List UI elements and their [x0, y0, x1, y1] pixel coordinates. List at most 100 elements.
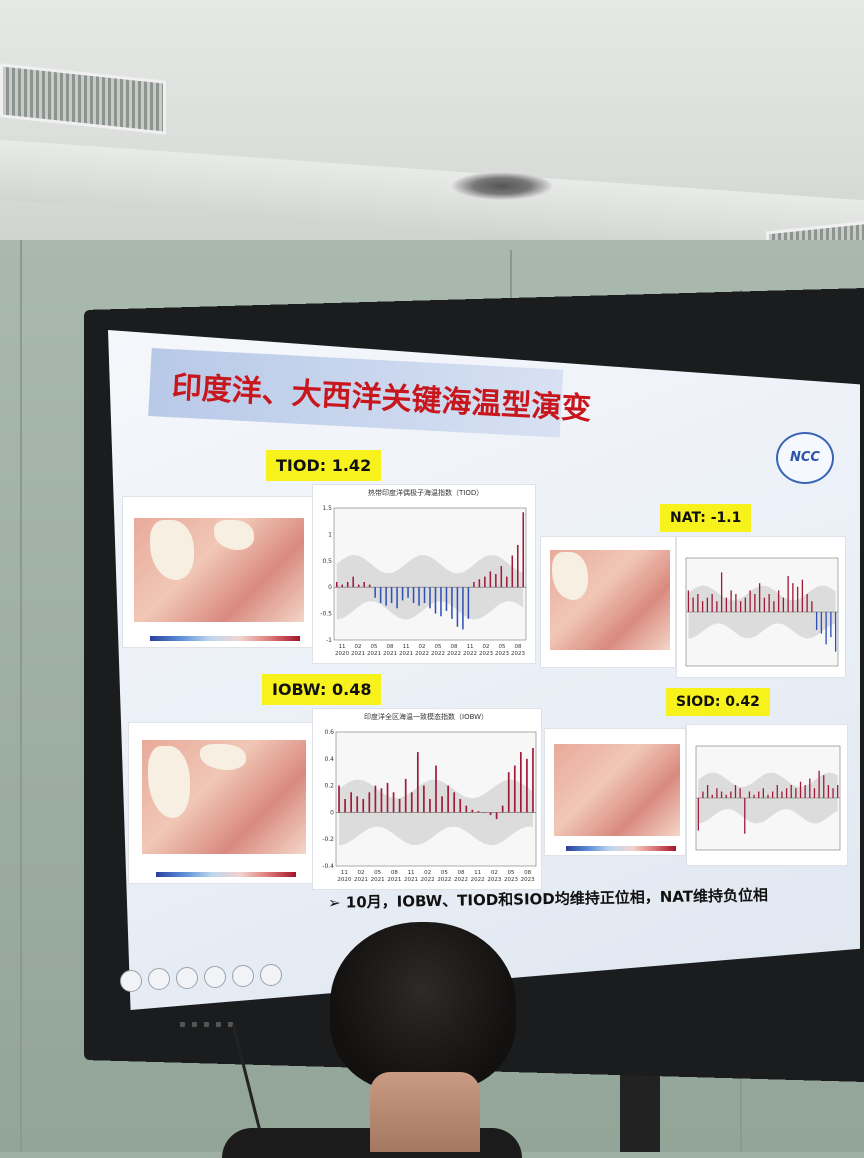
bar — [447, 785, 449, 813]
bar — [473, 581, 475, 588]
bar — [702, 791, 704, 798]
x-tick-label: 2023 — [511, 651, 525, 657]
x-tick-label: 08 — [515, 644, 522, 650]
bar — [811, 601, 813, 612]
menu-icon[interactable] — [260, 964, 282, 986]
bar — [423, 587, 426, 604]
bar — [820, 612, 823, 634]
bar — [720, 572, 723, 612]
bar — [501, 805, 504, 813]
audience-person — [330, 922, 516, 1152]
bar — [434, 587, 437, 614]
bar — [725, 794, 727, 798]
bar — [451, 587, 453, 619]
x-tick-label: 2021 — [354, 877, 368, 883]
bar — [507, 772, 510, 813]
bar — [799, 781, 802, 798]
bar — [532, 748, 534, 813]
x-tick-label: 05 — [371, 644, 378, 650]
bar — [517, 544, 519, 588]
person-neck — [370, 1072, 480, 1152]
bar — [834, 612, 837, 652]
x-tick-label: 08 — [451, 644, 458, 650]
bar — [338, 785, 340, 813]
x-tick-label: 2022 — [471, 877, 485, 883]
x-tick-label: 2020 — [337, 877, 351, 883]
bar — [465, 805, 468, 813]
bar — [762, 788, 765, 798]
tv-button[interactable] — [192, 1022, 197, 1027]
y-tick-label: -0.5 — [320, 611, 332, 618]
bar — [396, 587, 398, 609]
bar — [374, 587, 376, 598]
x-tick-label: 2021 — [404, 877, 418, 883]
x-tick-label: 2021 — [399, 651, 413, 657]
bar — [362, 799, 365, 813]
bar — [771, 791, 774, 798]
x-tick-label: 11 — [339, 644, 346, 650]
bar — [526, 758, 528, 813]
bar — [412, 587, 415, 604]
y-tick-label: 0.6 — [324, 729, 334, 736]
bar — [398, 799, 401, 813]
x-tick-label: 2022 — [437, 877, 451, 883]
bar — [462, 587, 464, 630]
x-tick-label: 2023 — [479, 651, 493, 657]
x-tick-label: 11 — [341, 870, 348, 876]
bar — [440, 587, 442, 617]
bar — [735, 594, 737, 612]
x-tick-label: 2022 — [415, 651, 429, 657]
ncc-logo-icon: NCC — [776, 432, 834, 484]
eraser-icon[interactable] — [176, 967, 198, 989]
bar — [477, 811, 480, 813]
land-mass — [200, 744, 246, 770]
tv-button[interactable] — [180, 1022, 185, 1027]
bar — [711, 594, 713, 612]
back-icon[interactable] — [120, 970, 142, 992]
siod-badge: SIOD: 0.42 — [666, 688, 770, 716]
x-tick-label: 2022 — [421, 877, 435, 883]
bar — [350, 792, 352, 813]
bar — [380, 788, 383, 813]
bar — [725, 597, 728, 612]
pointer-icon[interactable] — [204, 966, 226, 988]
tv-button[interactable] — [216, 1022, 221, 1027]
bar — [773, 601, 775, 612]
person-hair — [330, 922, 516, 1092]
bar — [716, 788, 718, 798]
x-tick-label: 05 — [441, 870, 448, 876]
map-colorbar — [150, 636, 300, 641]
x-tick-label: 02 — [491, 870, 498, 876]
bar — [790, 785, 792, 798]
tv-button[interactable] — [228, 1022, 233, 1027]
bar — [495, 574, 497, 588]
bar — [407, 587, 409, 598]
pen-icon[interactable] — [148, 968, 170, 990]
x-tick-label: 2022 — [431, 651, 445, 657]
x-tick-label: 2021 — [383, 651, 397, 657]
bar — [753, 794, 755, 798]
bar — [429, 799, 431, 813]
x-tick-label: 08 — [391, 870, 398, 876]
bar — [823, 775, 825, 798]
tiod-bar-chart: 1.510.50-0.5-111202002202105202108202111… — [320, 505, 527, 657]
x-tick-label: 02 — [358, 870, 365, 876]
bar — [368, 792, 371, 813]
y-tick-label: 0 — [328, 584, 332, 591]
bar — [423, 785, 425, 813]
bar — [416, 752, 419, 813]
bar — [453, 792, 456, 813]
bar — [385, 587, 387, 606]
y-tick-label: 0.5 — [322, 558, 332, 565]
zoom-icon[interactable] — [232, 965, 254, 987]
bar — [706, 597, 709, 612]
bar — [687, 590, 690, 612]
iobw-bar-chart: 0.60.40.20-0.2-0.41120200220210520210820… — [322, 729, 537, 883]
x-tick-label: 11 — [408, 870, 415, 876]
bar — [374, 785, 377, 813]
tv-button-row — [180, 1022, 260, 1030]
bar — [441, 796, 443, 813]
bar — [404, 778, 407, 813]
tv-button[interactable] — [204, 1022, 209, 1027]
bar — [785, 788, 788, 798]
